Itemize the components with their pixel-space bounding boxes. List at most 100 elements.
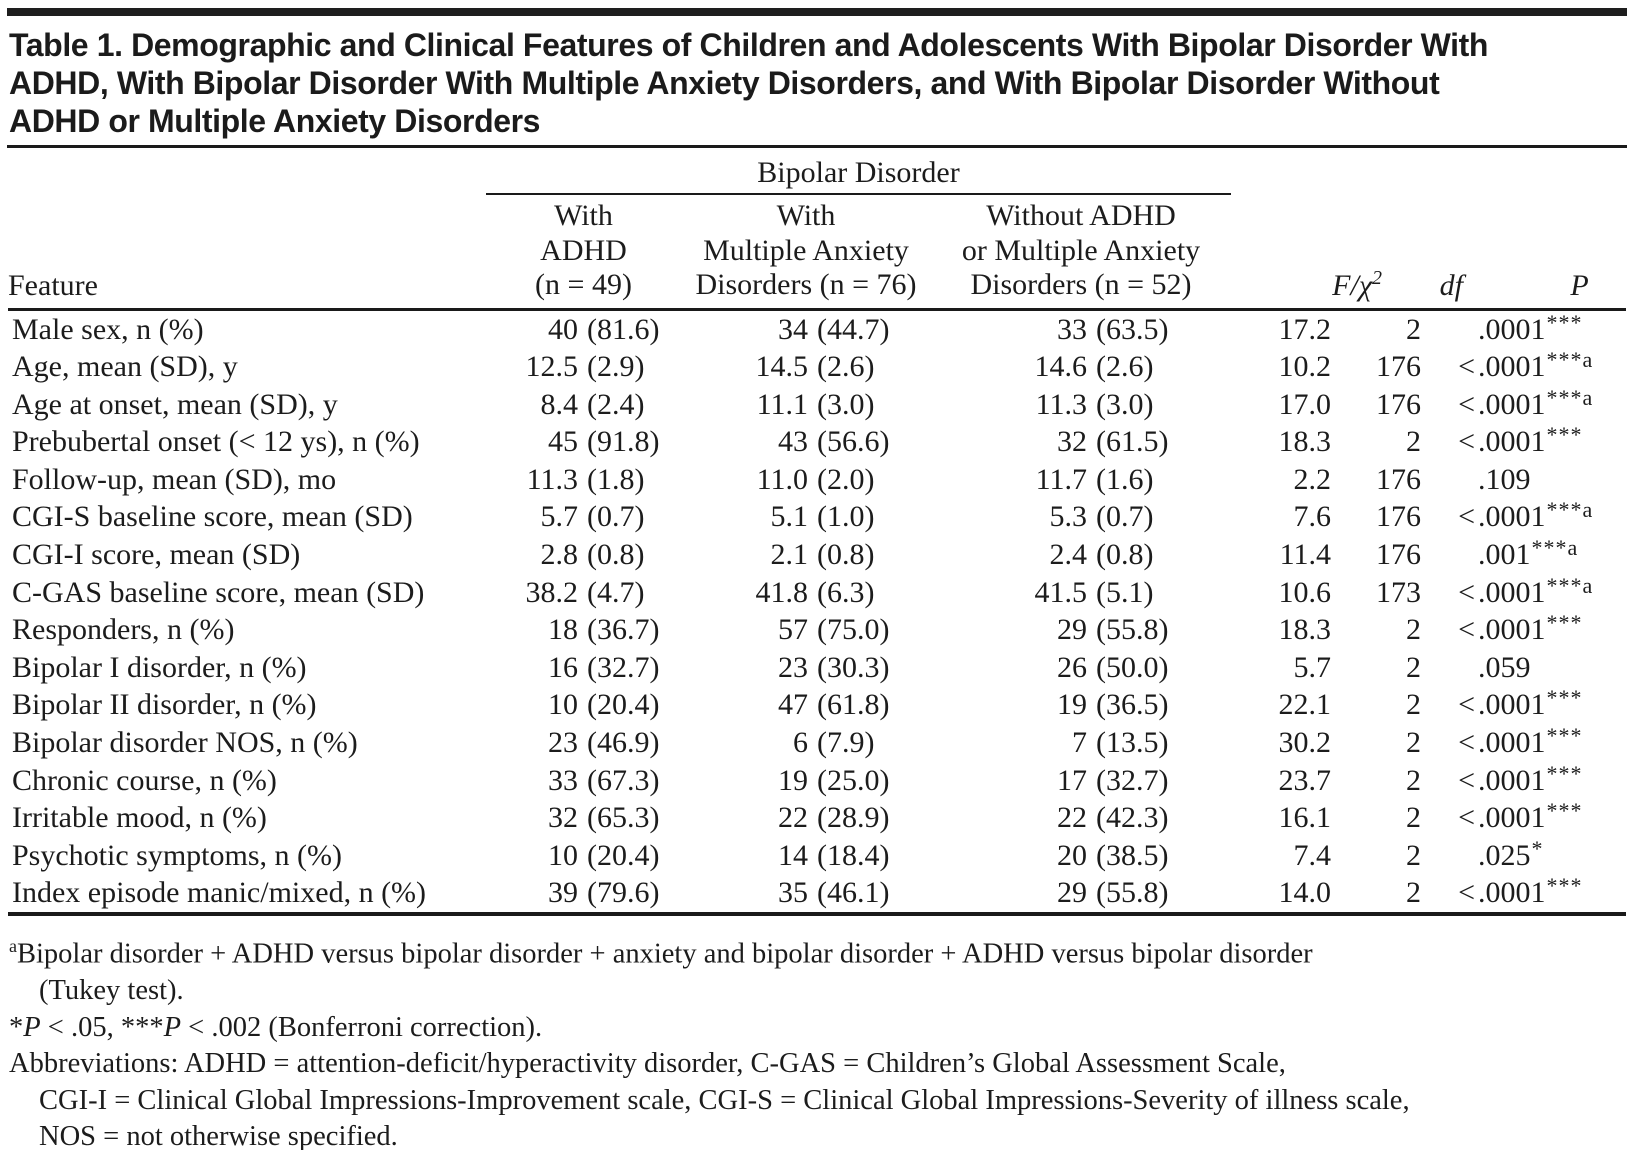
feature-cell: Index episode manic/mixed, n (%) — [12, 876, 427, 910]
without-pct: (55.8) — [1096, 613, 1169, 647]
p-value-wrap: .109 — [1421, 461, 1626, 499]
p-value-wrap: .001 ***a — [1421, 536, 1626, 574]
anxiety-pct: (25.0) — [817, 763, 890, 797]
feature-cell: Psychotic symptoms, n (%) — [12, 838, 342, 872]
feature-cell: Bipolar disorder NOS, n (%) — [12, 726, 358, 760]
group-header-adhd-line1: With — [554, 199, 613, 232]
f-chi2-value-cell: 5.7 — [1293, 650, 1332, 684]
feature-cell: Male sex, n (%) — [12, 312, 204, 346]
feature-cell: Bipolar I disorder, n (%) — [12, 650, 307, 684]
spanner-spacer-right — [1231, 150, 1626, 194]
sig-mid: < .05, *** — [40, 1011, 164, 1043]
df-value-cell: 176 — [1376, 387, 1422, 421]
adhd-pct: (32.7) — [587, 650, 660, 684]
footnote-significance: *P < .05, ***P < .002 (Bonferroni correc… — [9, 1010, 1626, 1047]
table-row: CGI-S baseline score, mean (SD) 5.7 (0.7)… — [8, 498, 1626, 536]
adhd-value-cell: 33 (67.3) — [486, 762, 681, 800]
footnotes: aBipolar disorder + ADHD versus bipolar … — [9, 928, 1626, 1150]
adhd-n: 23 — [548, 726, 578, 760]
p-prefix: < — [1458, 688, 1476, 722]
adhd-value-cell: 16 (32.7) — [486, 649, 681, 687]
anxiety-value-cell: 11.0 (2.0) — [681, 461, 931, 499]
anxiety-n: 11.1 — [756, 387, 808, 421]
p-value: .0001 — [1478, 876, 1546, 910]
without-pct: (3.0) — [1096, 387, 1154, 421]
p-value-wrap: < .0001 *** — [1421, 724, 1626, 762]
table-row: Age, mean (SD), y 12.5 (2.9) 14.5 (2.6) 14… — [8, 348, 1626, 386]
df-value-cell: 2 — [1406, 726, 1422, 760]
without-n: 29 — [1057, 613, 1087, 647]
anxiety-pct: (56.6) — [817, 425, 890, 459]
f-chi2-label: F/χ2 — [1332, 267, 1382, 302]
p-value-cell: .025 * — [1421, 837, 1626, 875]
anxiety-value-cell: 41.8 (6.3) — [681, 574, 931, 612]
p-value-wrap: < .0001 ***a — [1421, 386, 1626, 424]
f-chi2-value-cell: 2.2 — [1293, 462, 1332, 496]
group-header-without-line1: Without ADHD — [986, 199, 1176, 232]
anxiety-pct: (1.0) — [817, 500, 875, 534]
adhd-n: 39 — [548, 876, 578, 910]
anxiety-value-cell: 34 (44.7) — [681, 309, 931, 348]
adhd-n: 10 — [548, 838, 578, 872]
without-n: 26 — [1057, 650, 1087, 684]
without-value-cell: 17 (32.7) — [931, 762, 1231, 800]
df-value-cell: 2 — [1406, 425, 1422, 459]
without-pct: (2.6) — [1096, 350, 1154, 384]
adhd-n: 32 — [548, 801, 578, 835]
adhd-n: 11.3 — [526, 462, 578, 496]
f-chi2-value-cell: 17.2 — [1278, 312, 1332, 346]
adhd-value-cell: 11.3 (1.8) — [486, 461, 681, 499]
p-label: P — [1570, 268, 1589, 302]
anxiety-value-cell: 22 (28.9) — [681, 799, 931, 837]
p-value-cell: .059 — [1421, 649, 1626, 687]
table-row: Irritable mood, n (%) 32 (65.3) 22 (28.9) … — [8, 799, 1626, 837]
journal-table-figure: Table 1. Demographic and Clinical Featur… — [0, 8, 1634, 1150]
table-title: Table 1. Demographic and Clinical Featur… — [9, 26, 1627, 140]
feature-cell: Irritable mood, n (%) — [12, 801, 267, 835]
without-value-cell: 7 (13.5) — [931, 724, 1231, 762]
anxiety-value-cell: 14 (18.4) — [681, 837, 931, 875]
adhd-n: 38.2 — [525, 575, 579, 609]
anxiety-value-cell: 35 (46.1) — [681, 874, 931, 914]
footnote-tukey-line1: aBipolar disorder + ADHD versus bipolar … — [9, 928, 1626, 973]
without-value-cell: 33 (63.5) — [931, 309, 1231, 348]
adhd-pct: (1.8) — [587, 462, 645, 496]
p-value-wrap: < .0001 *** — [1421, 611, 1626, 649]
adhd-n: 45 — [548, 425, 578, 459]
adhd-n: 10 — [548, 688, 578, 722]
feature-cell: Age at onset, mean (SD), y — [12, 387, 338, 421]
spanner-spacer-left — [8, 150, 486, 194]
anxiety-pct: (7.9) — [817, 726, 875, 760]
group-header-without: Without ADHD or Multiple Anxiety Disorde… — [931, 194, 1232, 311]
p-value: .0001 — [1478, 500, 1546, 534]
p-prefix: < — [1458, 425, 1476, 459]
anxiety-n: 43 — [778, 425, 808, 459]
anxiety-pct: (46.1) — [817, 876, 890, 910]
anxiety-n: 2.1 — [770, 538, 809, 572]
anxiety-pct: (2.6) — [817, 350, 875, 384]
footnote-abbrev-line3: NOS = not otherwise specified. — [39, 1121, 398, 1150]
anxiety-pct: (2.0) — [817, 462, 875, 496]
without-pct: (36.5) — [1096, 688, 1169, 722]
p-value-wrap: < .0001 *** — [1421, 423, 1626, 461]
p-value: .0001 — [1478, 763, 1546, 797]
without-pct: (55.8) — [1096, 876, 1169, 910]
table-row: Follow-up, mean (SD), mo 11.3 (1.8) 11.0 (… — [8, 461, 1626, 499]
anxiety-n: 5.1 — [770, 500, 809, 534]
adhd-pct: (2.4) — [587, 387, 645, 421]
table-title-line1: Table 1. Demographic and Clinical Featur… — [9, 27, 1489, 63]
title-rule — [7, 145, 1627, 148]
without-value-cell: 32 (61.5) — [931, 423, 1231, 461]
sig-end: < .002 (Bonferroni correction). — [181, 1011, 543, 1043]
adhd-pct: (2.9) — [587, 350, 645, 384]
p-value-cell: .001 ***a — [1421, 536, 1626, 574]
p-value: .0001 — [1478, 575, 1546, 609]
p-prefix: < — [1458, 500, 1476, 534]
p-value-cell: < .0001 *** — [1421, 611, 1626, 649]
p-value-cell: .109 — [1421, 461, 1626, 499]
p-prefix: < — [1458, 876, 1476, 910]
table-row: Psychotic symptoms, n (%) 10 (20.4) 14 (18… — [8, 837, 1626, 875]
adhd-pct: (36.7) — [587, 613, 660, 647]
anxiety-value-cell: 57 (75.0) — [681, 611, 931, 649]
adhd-value-cell: 38.2 (4.7) — [486, 574, 681, 612]
